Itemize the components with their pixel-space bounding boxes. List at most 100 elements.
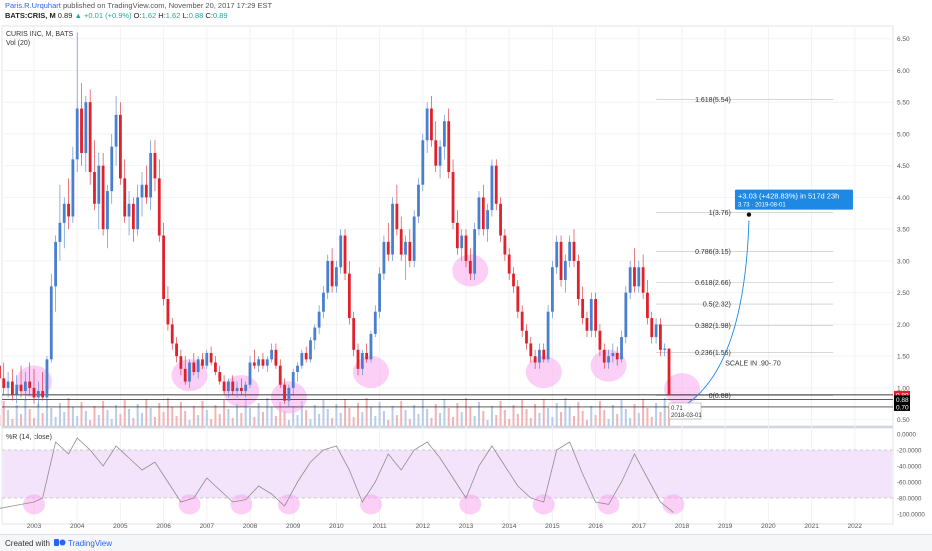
volume-bar: [387, 420, 389, 426]
candle-body: [447, 121, 450, 172]
volume-bar: [132, 418, 134, 426]
candle-body: [292, 372, 295, 388]
candle-body: [313, 328, 316, 341]
candle-body: [395, 204, 398, 229]
volume-bar: [262, 412, 264, 426]
candle-body: [71, 159, 74, 216]
candle-body: [560, 242, 563, 280]
x-tick-label: 2005: [113, 523, 128, 530]
candle-body: [348, 274, 351, 318]
volume-bar: [50, 408, 52, 426]
volume-bar: [119, 414, 121, 426]
candle-body: [0, 366, 1, 379]
price-tick-label: 4.50: [897, 163, 910, 170]
candle-body: [650, 318, 653, 337]
volume-bar: [465, 398, 467, 426]
candle-body: [15, 385, 18, 395]
wr-highlight-circle: [23, 494, 45, 514]
volume-bar: [495, 415, 497, 426]
x-tick-label: 2020: [761, 523, 776, 530]
volume-bar: [124, 400, 126, 426]
author-link[interactable]: Paris.R.Urquhart: [5, 1, 61, 10]
volume-bar: [603, 410, 605, 426]
volume-bar: [163, 412, 165, 426]
volume-bar: [478, 402, 480, 426]
candle-body: [521, 312, 524, 331]
volume-bar: [625, 409, 627, 426]
volume-bar: [29, 409, 31, 426]
volume-bar: [651, 417, 653, 426]
candle-body: [460, 236, 463, 249]
candle-body: [283, 385, 286, 401]
volume-bar: [655, 403, 657, 426]
published-text: published on TradingView.com, November 2…: [63, 1, 272, 10]
tradingview-link[interactable]: TradingView: [68, 539, 112, 548]
volume-bar: [81, 402, 83, 426]
candle-body: [300, 353, 303, 366]
tradingview-logo-icon[interactable]: [54, 538, 66, 547]
volume-bar: [201, 401, 203, 426]
volume-bar: [664, 398, 666, 426]
volume-bar: [297, 415, 299, 426]
wr-highlight-circle: [179, 494, 201, 514]
volume-bar: [102, 401, 104, 426]
candle-body: [253, 363, 256, 366]
volume-bar: [20, 414, 22, 426]
volume-bar: [517, 414, 519, 426]
candle-body: [296, 366, 299, 372]
candle-body: [171, 324, 174, 343]
candle-body: [136, 197, 139, 229]
candle-body: [555, 242, 558, 267]
candle-body: [46, 359, 49, 397]
volume-bar: [543, 399, 545, 426]
volume-bar: [331, 418, 333, 426]
candle-body: [443, 121, 446, 146]
volume-bar: [106, 410, 108, 426]
price-tick-label: 0.50: [897, 417, 910, 424]
volume-bar: [482, 411, 484, 426]
candle-body: [629, 267, 632, 292]
volume-bar: [530, 418, 532, 426]
candle-body: [63, 204, 66, 223]
volume-bar: [538, 413, 540, 426]
x-tick-label: 2016: [588, 523, 603, 530]
volume-bar: [564, 398, 566, 426]
candle-body: [439, 147, 442, 166]
volume-bar: [577, 402, 579, 426]
last-price: 0.89: [58, 11, 73, 20]
volume-bar: [76, 416, 78, 426]
candle-body: [275, 350, 278, 366]
candle-body: [508, 255, 511, 274]
volume-bar: [599, 401, 601, 426]
candle-body: [357, 350, 360, 369]
candle-body: [663, 349, 666, 350]
candle-body: [568, 242, 571, 261]
volume-bar: [452, 417, 454, 426]
projection-callout-line2: 3.73 · 2019-08-01: [738, 203, 786, 209]
volume-bar: [111, 419, 113, 426]
candle-body: [434, 140, 437, 165]
ohlc-line: BATS:CRIS, M 0.89 ▲ +0.01 (+0.9%) O:1.62…: [5, 12, 228, 20]
candle-body: [616, 353, 619, 359]
volume-bar: [573, 416, 575, 426]
volume-bar: [258, 403, 260, 426]
wr-tick-label: -40.0000: [897, 464, 922, 471]
candle-body: [611, 353, 614, 356]
projection-callout-line1: +3.03 (+428.83%) in 517d 23h: [738, 192, 839, 201]
candle-body: [223, 382, 226, 392]
volume-bar: [98, 415, 100, 426]
volume-bar: [128, 409, 130, 426]
volume-bar: [340, 413, 342, 426]
candle-body: [154, 153, 157, 178]
candle-body: [50, 286, 53, 359]
volume-bar: [582, 411, 584, 426]
volume-bar: [595, 415, 597, 426]
candle-body: [335, 267, 338, 286]
volume-bar: [348, 408, 350, 426]
price-tick-label: 2.50: [897, 290, 910, 297]
volume-bar: [443, 399, 445, 426]
volume-bar: [72, 407, 74, 426]
volume-bar: [227, 409, 229, 426]
candle-body: [383, 242, 386, 274]
